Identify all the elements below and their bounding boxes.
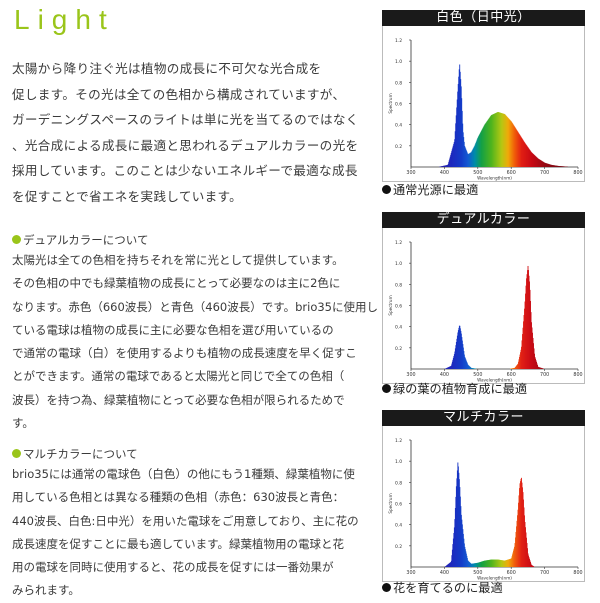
section-line: brio35には通常の電球色（白色）の他にもう1種類、緑葉植物に使 <box>12 463 367 486</box>
x-tick-label: 800 <box>573 372 582 378</box>
y-tick-label: 0.2 <box>395 346 402 352</box>
chart-axes <box>411 440 578 567</box>
x-tick-label: 700 <box>540 570 549 576</box>
chart-title: マルチカラー <box>382 410 585 426</box>
y-tick-label: 1.0 <box>395 59 402 65</box>
y-tick-label: 0.2 <box>395 144 402 150</box>
section-line: ている電球は植物の成長に主に必要な色相を選び用いているの <box>12 319 367 342</box>
bullet-dot-icon <box>382 583 391 592</box>
y-tick-label: 1.2 <box>395 38 402 44</box>
page-title: Light <box>14 4 115 36</box>
spectrum-area <box>445 266 544 369</box>
x-tick-label: 300 <box>406 570 415 576</box>
section-body-multi: brio35には通常の電球色（白色）の他にもう1種類、緑葉植物に使 用している色… <box>12 463 367 603</box>
section-line: 成長速度を促すことに最も適しています。緑葉植物用の電球と花 <box>12 533 367 556</box>
chart-caption-multi: 花を育てるのに最適 <box>382 578 503 596</box>
x-tick-label: 800 <box>573 570 582 576</box>
section-line: 波長）を持つ為、緑葉植物にとって必要な色相が限られるためで <box>12 389 367 412</box>
x-tick-label: 300 <box>406 372 415 378</box>
x-tick-label: 700 <box>540 170 549 176</box>
bullet-dot-icon <box>12 235 21 244</box>
section-line: 用している色相とは異なる種類の色相（赤色：630波長と青色： <box>12 486 367 509</box>
x-tick-label: 800 <box>573 170 582 176</box>
chart-caption-dual: 緑の葉の植物育成に最適 <box>382 379 527 397</box>
section-line: なります。赤色（660波長）と青色（460波長）です。brio35に使用し <box>12 296 367 319</box>
chart-axes <box>411 242 578 369</box>
y-tick-label: 0.6 <box>395 502 402 508</box>
x-tick-label: 400 <box>440 570 449 576</box>
chart-title: デュアルカラー <box>382 212 585 228</box>
y-tick-label: 1.2 <box>395 240 402 246</box>
y-tick-label: 0.4 <box>395 123 402 129</box>
y-tick-label: 0.8 <box>395 480 402 486</box>
x-tick-label: 300 <box>406 170 415 176</box>
y-tick-label: 0.2 <box>395 544 402 550</box>
spectrum-area <box>445 462 535 567</box>
section-line: 太陽光は全ての色相を持ちそれを常に光として提供しています。 <box>12 249 367 272</box>
bullet-dot-icon <box>382 185 391 194</box>
intro-line: ガーデニングスペースのライトは単に光を当てるのではなく <box>12 107 367 133</box>
bullet-dot-icon <box>382 384 391 393</box>
spectrum-area <box>439 65 568 167</box>
intro-text: 太陽から降り注ぐ光は植物の成長に不可欠な光合成を 促します。その光は全ての色相か… <box>12 56 367 209</box>
y-axis-label: Spectrum <box>388 493 393 513</box>
section-body-dual: 太陽光は全ての色相を持ちそれを常に光として提供しています。 その色相の中でも緑葉… <box>12 249 367 435</box>
section-line: 用の電球を同時に使用すると、花の成長を促すには一番効果が <box>12 556 367 579</box>
y-tick-label: 0.6 <box>395 304 402 310</box>
x-axis-label: Wavelength(nm) <box>477 176 512 181</box>
intro-line: を促すことで省エネを実践しています。 <box>12 184 367 210</box>
intro-line: 採用しています。このことは少ないエネルギーで最適な成長 <box>12 158 367 184</box>
y-tick-label: 1.0 <box>395 261 402 267</box>
x-tick-label: 700 <box>540 372 549 378</box>
section-line: とができます。通常の電球であると太陽光と同じで全ての色相（ <box>12 365 367 388</box>
intro-line: 促します。その光は全ての色相から構成されていますが、 <box>12 82 367 108</box>
section-heading-multi: マルチカラーについて <box>12 446 138 462</box>
y-tick-label: 1.2 <box>395 438 402 444</box>
y-tick-label: 1.0 <box>395 459 402 465</box>
y-tick-label: 0.4 <box>395 325 402 331</box>
intro-line: 、光合成による成長に最適と思われるデュアルカラーの光を <box>12 133 367 159</box>
section-line: す。 <box>12 412 367 435</box>
y-axis-label: Spectrum <box>388 295 393 315</box>
section-line: みられます。 <box>12 579 367 602</box>
x-tick-label: 400 <box>440 372 449 378</box>
x-tick-label: 400 <box>440 170 449 176</box>
section-line: 440波長、白色:日中光）を用いた電球をご用意しており、主に花の <box>12 510 367 533</box>
chart-title: 白色（日中光） <box>382 10 585 26</box>
y-tick-label: 0.8 <box>395 80 402 86</box>
intro-line: 太陽から降り注ぐ光は植物の成長に不可欠な光合成を <box>12 56 367 82</box>
section-heading-dual: デュアルカラーについて <box>12 232 148 248</box>
bullet-dot-icon <box>12 449 21 458</box>
chart-caption-white: 通常光源に最適 <box>382 180 478 198</box>
y-tick-label: 0.8 <box>395 282 402 288</box>
section-line: その色相の中でも緑葉植物の成長にとって必要なのは主に2色に <box>12 272 367 295</box>
y-tick-label: 0.4 <box>395 523 402 529</box>
section-line: で通常の電球（白）を使用するよりも植物の成長速度を早く促すこ <box>12 342 367 365</box>
y-axis-label: Spectrum <box>388 93 393 113</box>
y-tick-label: 0.6 <box>395 102 402 108</box>
